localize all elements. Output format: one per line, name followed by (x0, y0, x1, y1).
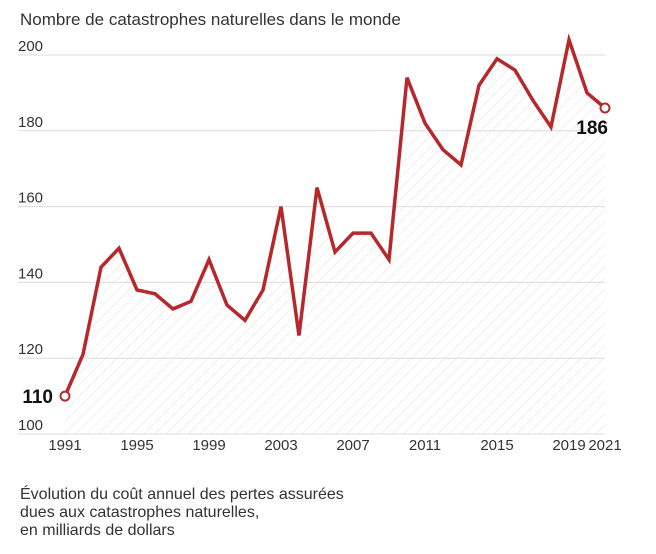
series-line (63, 33, 607, 397)
axis-ticks: 100 120 140 160 180 200 1991 1995 1999 2003 2007 20… (18, 38, 622, 454)
y-tick-label: 200 (18, 38, 43, 55)
chart-title: Nombre de catastrophes naturelles dans l… (20, 10, 401, 29)
line-chart: 100 120 140 160 180 200 1991 1995 1999 2003 2007 20… (18, 33, 622, 454)
footnote-line-3: en milliards de dollars (20, 522, 175, 539)
x-tick-label: 1995 (120, 437, 153, 454)
y-tick-label: 140 (18, 265, 43, 282)
x-tick-label: 1999 (192, 437, 225, 454)
x-tick-label: 2003 (264, 437, 297, 454)
footnote-line-2: dues aux catastrophes naturelles, (20, 504, 260, 521)
endpoint-value-label: 110 (22, 387, 53, 408)
x-tick-label: 2015 (480, 437, 513, 454)
x-tick-label: 2011 (409, 437, 441, 454)
x-tick-label: 2021 (588, 437, 621, 454)
footnote: Évolution du coût annuel des pertes assu… (20, 486, 420, 540)
y-tick-label: 120 (18, 341, 43, 358)
endpoint-value-label: 186 (576, 118, 608, 139)
y-tick-label: 100 (18, 417, 43, 434)
x-tick-label: 2019 (552, 437, 585, 454)
x-tick-label: 2007 (336, 437, 369, 454)
y-tick-label: 180 (18, 114, 43, 131)
endpoint-marker (59, 390, 71, 402)
footnote-line-1: Évolution du coût annuel des pertes assu… (20, 486, 344, 503)
endpoint-marker (599, 102, 611, 114)
area-fill (65, 39, 605, 435)
y-tick-label: 160 (18, 190, 43, 207)
endpoint-markers: 110 186 (22, 102, 611, 408)
x-tick-label: 1991 (48, 437, 81, 454)
